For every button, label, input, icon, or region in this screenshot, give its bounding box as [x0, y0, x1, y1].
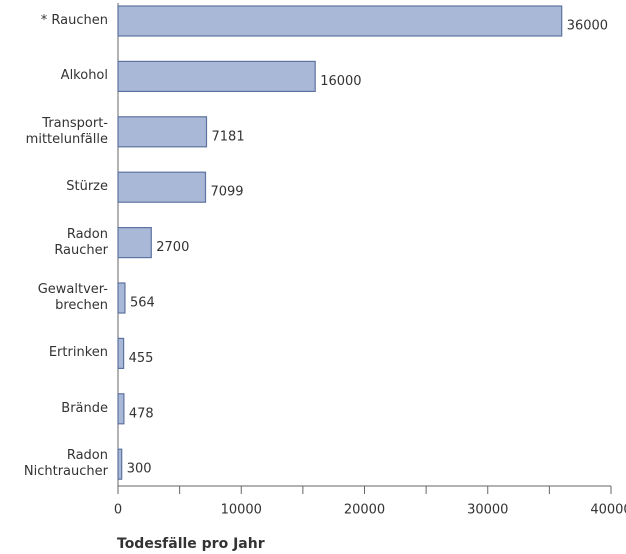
bar	[117, 448, 123, 480]
category-label: Alkohol	[60, 68, 108, 84]
category-label: * Rauchen	[40, 13, 108, 28]
x-tick-label: 0	[114, 503, 122, 518]
bar	[117, 227, 152, 259]
x-axis-title: Todesfälle pro Jahr	[117, 536, 265, 552]
bar	[117, 116, 208, 148]
category-label: Radon Raucher	[54, 226, 108, 258]
bar	[117, 337, 125, 369]
x-tick-label: 10000	[221, 503, 262, 518]
value-label: 300	[127, 462, 152, 477]
category-label: Transport- mittelunfälle	[25, 115, 108, 147]
value-label: 564	[130, 296, 155, 311]
category-label: Stürze	[66, 179, 108, 195]
value-label: 2700	[156, 240, 189, 255]
x-tick-label: 30000	[467, 503, 508, 518]
value-label: 7181	[212, 129, 245, 144]
value-label: 478	[129, 406, 154, 421]
category-label: Radon Nichtraucher	[23, 448, 108, 480]
category-label: Ertrinken	[48, 345, 108, 361]
value-label: 7099	[210, 185, 243, 200]
bar	[117, 282, 126, 314]
category-label: Brände	[61, 400, 108, 416]
bar	[117, 5, 563, 37]
value-label: 16000	[320, 74, 361, 89]
category-label: Gewaltver- brechen	[37, 282, 108, 313]
bar	[117, 393, 125, 425]
bar	[117, 60, 316, 93]
x-tick-label: 40000	[590, 503, 626, 518]
x-tick-label: 20000	[344, 503, 385, 518]
bar	[117, 171, 207, 203]
value-label: 36000	[567, 19, 608, 34]
value-label: 455	[129, 351, 154, 366]
